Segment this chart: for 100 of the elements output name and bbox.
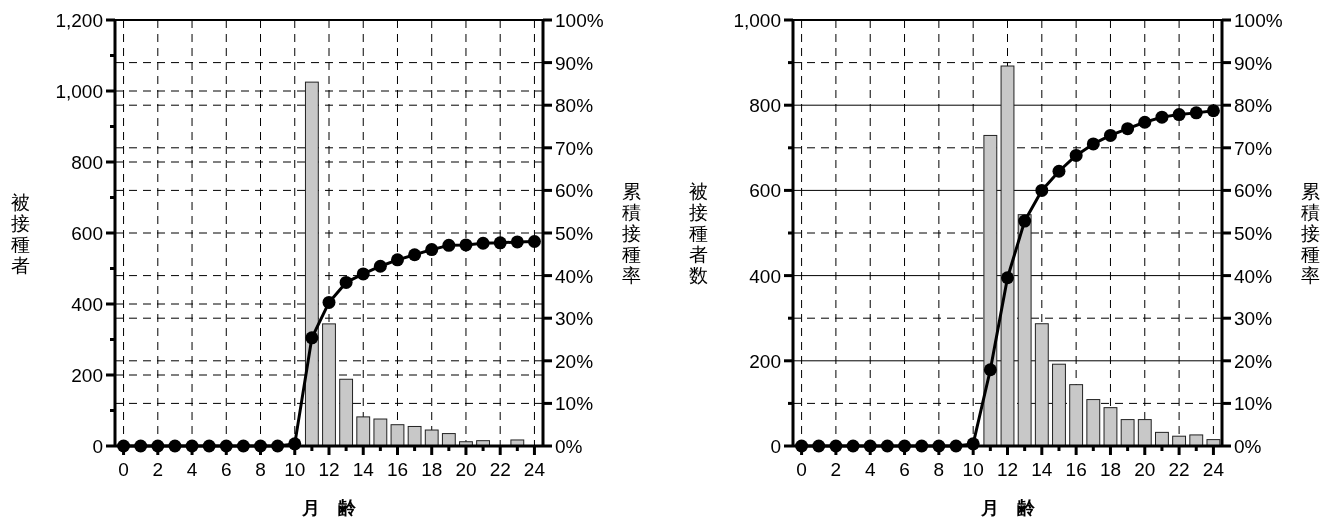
- y-tick-label: 600: [71, 223, 103, 244]
- point: [1189, 106, 1203, 120]
- y2-tick-label: 90%: [1234, 52, 1273, 74]
- y2-tick-label: 70%: [555, 137, 594, 159]
- y-tick-label: 600: [749, 180, 781, 202]
- x-axis-title: 月 齢: [301, 498, 357, 518]
- y2-tick-label: 0%: [555, 436, 583, 457]
- y2-tick-label: 100%: [555, 10, 604, 31]
- y2-tick-label: 80%: [1234, 95, 1273, 117]
- point: [493, 236, 507, 250]
- bar: [1034, 323, 1049, 447]
- y2-tick-label: 100%: [1234, 10, 1283, 31]
- y-tick-label: 0: [770, 436, 781, 457]
- x-tick-label: 24: [1202, 459, 1225, 480]
- y2-tick-label: 80%: [555, 95, 594, 117]
- bar: [304, 81, 319, 447]
- y-tick-label: 1,200: [55, 10, 103, 31]
- point: [1035, 183, 1049, 197]
- y-tick-label: 400: [71, 294, 103, 315]
- x-tick-label: 10: [284, 459, 306, 480]
- point: [1052, 164, 1066, 178]
- bar: [1069, 384, 1084, 447]
- x-tick-label: 0: [796, 459, 807, 480]
- point: [373, 259, 387, 273]
- point: [356, 267, 370, 281]
- bar: [1137, 419, 1152, 447]
- y2-tick-label: 60%: [555, 180, 594, 202]
- y2-tick-label: 10%: [1234, 393, 1273, 415]
- bar: [1000, 65, 1015, 447]
- bar: [1155, 431, 1169, 447]
- x-tick-label: 8: [255, 459, 266, 480]
- y-tick-label: 1,000: [733, 10, 781, 31]
- x-axis-title: 月 齢: [979, 498, 1036, 518]
- point: [1069, 148, 1083, 162]
- x-tick-label: 14: [1031, 459, 1053, 480]
- x-tick-label: 20: [455, 459, 477, 480]
- point: [459, 238, 473, 252]
- x-tick-label: 14: [352, 459, 375, 480]
- y2-tick-label: 50%: [555, 223, 594, 244]
- x-tick-label: 22: [489, 459, 511, 480]
- bar: [424, 429, 439, 447]
- point: [322, 295, 336, 309]
- x-tick-label: 2: [152, 459, 164, 480]
- bar: [407, 425, 422, 447]
- point: [408, 248, 422, 262]
- x-tick-label: 22: [1168, 459, 1190, 480]
- point: [442, 238, 456, 252]
- bar: [1120, 419, 1135, 447]
- point: [510, 235, 524, 249]
- x-tick-label: 16: [1065, 459, 1087, 480]
- y-tick-label: 800: [71, 152, 103, 173]
- x-tick-label: 6: [899, 459, 910, 480]
- x-tick-label: 2: [830, 459, 842, 480]
- y2-tick-label: 30%: [555, 308, 594, 330]
- x-tick-label: 16: [386, 459, 409, 480]
- bar: [441, 433, 456, 447]
- y2-axis-title: 累積接種率: [621, 181, 641, 286]
- y-tick-label: 200: [71, 365, 103, 386]
- y2-tick-label: 30%: [1234, 308, 1273, 330]
- bar: [1017, 214, 1032, 447]
- x-tick-label: 10: [962, 459, 984, 480]
- bar: [373, 418, 388, 447]
- y2-tick-label: 10%: [555, 393, 594, 415]
- point: [983, 363, 997, 377]
- y-tick-label: 800: [749, 95, 781, 117]
- bar: [1086, 399, 1101, 447]
- y2-tick-label: 20%: [555, 350, 594, 372]
- y2-tick-label: 40%: [1234, 265, 1273, 287]
- point: [476, 236, 490, 250]
- y2-tick-label: 0%: [1234, 436, 1262, 457]
- bar: [390, 424, 405, 447]
- bar: [322, 323, 336, 447]
- point: [1018, 214, 1032, 228]
- y-axis-title: 被接種者: [10, 191, 30, 276]
- x-tick-label: 20: [1134, 459, 1156, 480]
- point: [1103, 128, 1117, 142]
- y-tick-label: 1,000: [55, 81, 103, 102]
- point: [1086, 137, 1100, 151]
- bar: [1052, 363, 1066, 447]
- x-tick-label: 4: [864, 459, 876, 480]
- bar: [356, 416, 371, 447]
- x-tick-label: 12: [318, 459, 340, 480]
- point: [425, 243, 439, 257]
- y2-axis-title: 累積接種率: [1300, 181, 1320, 286]
- point: [339, 275, 353, 289]
- point: [1206, 104, 1220, 118]
- bar: [339, 378, 354, 447]
- point: [1155, 110, 1169, 124]
- y2-tick-label: 60%: [1234, 180, 1273, 202]
- bar: [983, 134, 998, 447]
- x-tick-label: 8: [933, 459, 945, 480]
- y2-tick-label: 50%: [1234, 223, 1273, 244]
- x-tick-label: 6: [220, 459, 232, 480]
- y-tick-label: 0: [92, 436, 103, 457]
- point: [527, 235, 541, 249]
- point: [1172, 108, 1186, 122]
- bar: [1189, 434, 1204, 447]
- y-axis-title: 被接種者数: [688, 181, 708, 286]
- point: [390, 253, 404, 267]
- x-tick-label: 18: [421, 459, 443, 480]
